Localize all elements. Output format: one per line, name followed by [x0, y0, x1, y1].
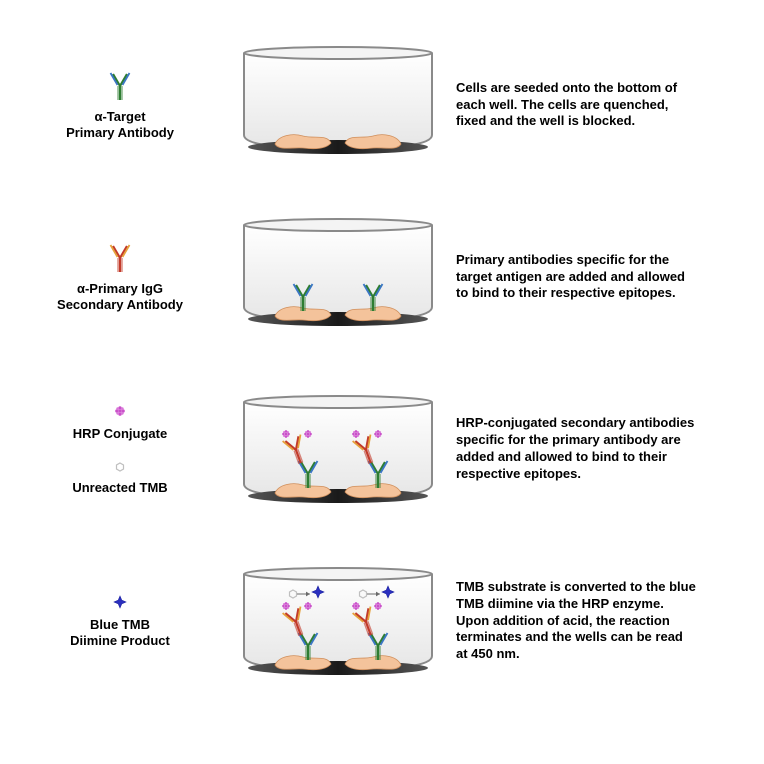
blue-tmb-icon: [111, 593, 129, 611]
elisa-diagram: α-TargetPrimary Antibody Cells are seede…: [20, 30, 744, 696]
step-1-description: Cells are seeded onto the bottom of each…: [456, 80, 696, 131]
well-step-4: [238, 556, 438, 686]
legend-label: α-TargetPrimary Antibody: [66, 109, 174, 142]
legend-label: Unreacted TMB: [72, 480, 167, 496]
legend-label: Blue TMBDiimine Product: [70, 617, 170, 650]
step-4-description: TMB substrate is converted to the blue T…: [456, 579, 696, 663]
secondary-antibody-icon: [105, 241, 135, 275]
legend-primary-antibody: α-TargetPrimary Antibody: [20, 69, 220, 142]
well-step-3: [238, 384, 438, 514]
unreacted-tmb-icon: [113, 460, 127, 474]
legend-label: α-Primary IgGSecondary Antibody: [57, 281, 183, 314]
legend-blue-tmb: Blue TMBDiimine Product: [20, 593, 220, 650]
legend-secondary-antibody: α-Primary IgGSecondary Antibody: [20, 241, 220, 314]
well-step-2: [238, 217, 438, 337]
well-step-1: [238, 45, 438, 165]
step-3-description: HRP-conjugated secondary antibodies spec…: [456, 415, 696, 483]
legend-label: HRP Conjugate: [73, 426, 167, 442]
step-2-description: Primary antibodies specific for the targ…: [456, 252, 696, 303]
primary-antibody-icon: [105, 69, 135, 103]
legend-hrp-and-tmb: HRP Conjugate Unreacted TMB: [20, 402, 220, 497]
hrp-conjugate-icon: [111, 402, 129, 420]
